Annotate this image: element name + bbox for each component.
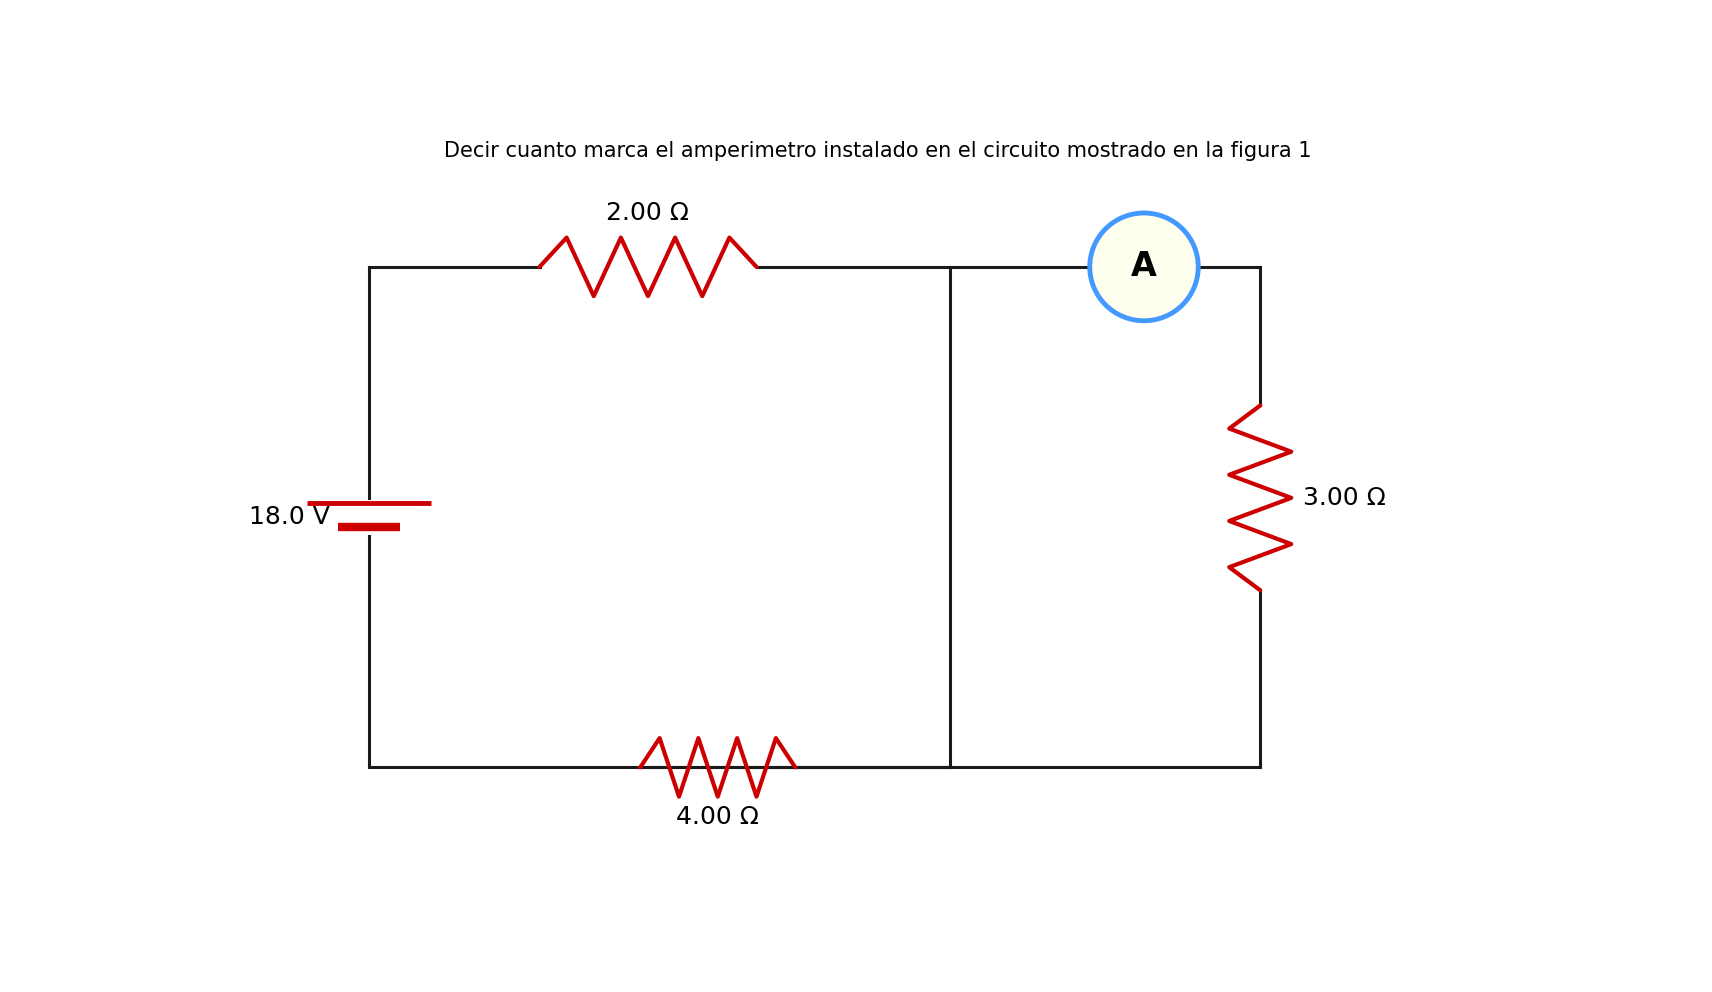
Circle shape bbox=[1091, 213, 1198, 320]
Text: 2.00 Ω: 2.00 Ω bbox=[606, 201, 690, 225]
Text: A: A bbox=[1132, 250, 1157, 284]
Text: Decir cuanto marca el amperimetro instalado en el circuito mostrado en la figura: Decir cuanto marca el amperimetro instal… bbox=[443, 142, 1311, 162]
Text: 18.0 V: 18.0 V bbox=[250, 505, 330, 529]
Text: 3.00 Ω: 3.00 Ω bbox=[1303, 486, 1385, 510]
Text: 4.00 Ω: 4.00 Ω bbox=[676, 806, 758, 829]
